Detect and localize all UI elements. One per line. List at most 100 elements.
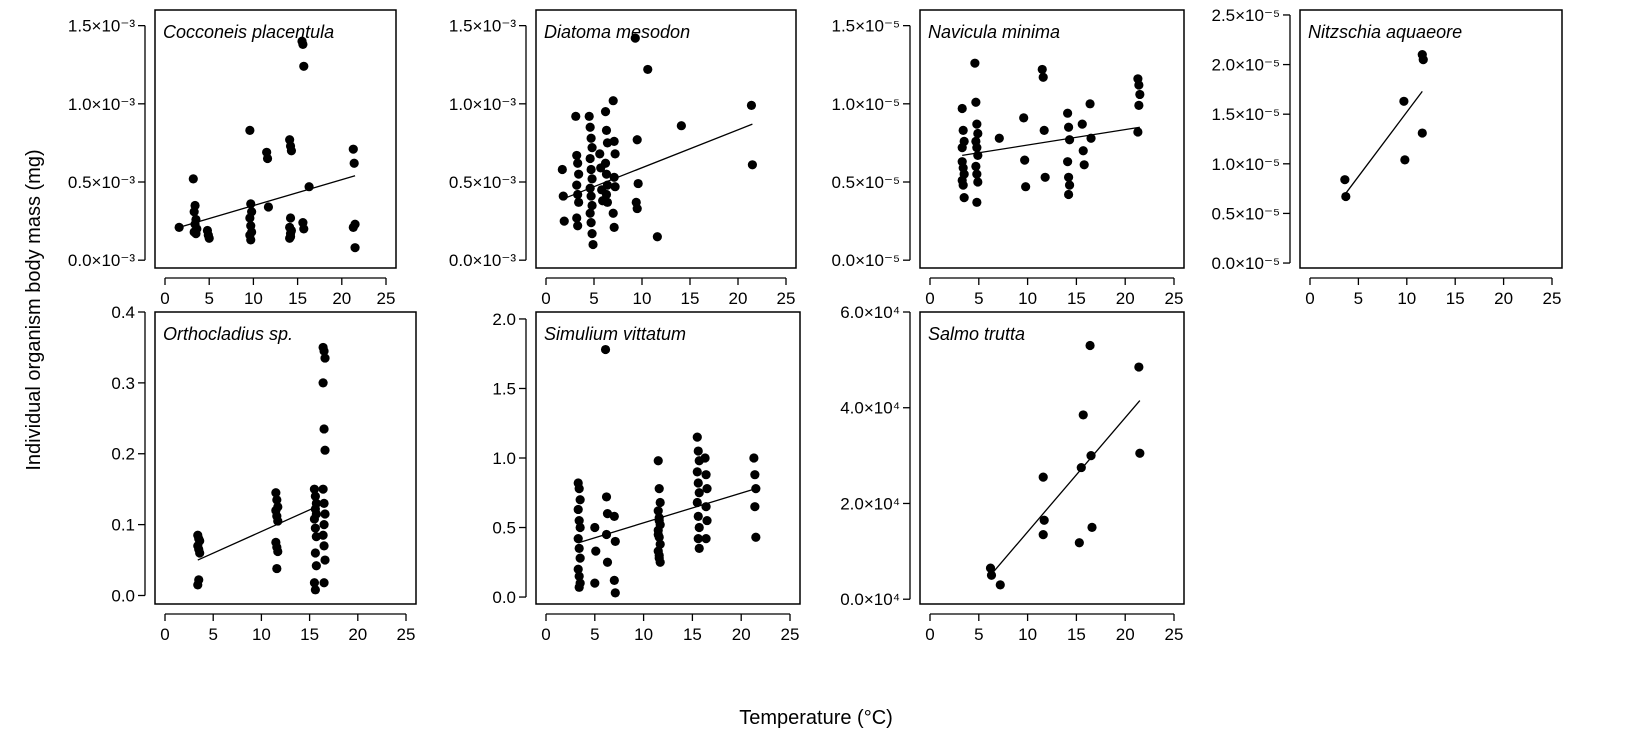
data-point	[595, 149, 605, 159]
data-point	[320, 445, 330, 455]
x-axis: 0 5 10 15 20 25	[541, 613, 799, 644]
data-point	[971, 97, 981, 107]
data-point	[1020, 155, 1030, 165]
data-point	[1063, 122, 1074, 132]
x-axis: 0 5 10 15 20 25	[541, 277, 795, 308]
data-point	[587, 229, 597, 239]
x-tick-label: 25	[1543, 289, 1562, 308]
y-axis: 0.0 0.5 1.0 1.5 2.0	[492, 310, 527, 607]
data-point	[1077, 119, 1087, 129]
data-point	[585, 208, 595, 218]
x-tick-label: 5	[590, 625, 599, 644]
y-axis: 0.0×10⁻³ 0.5×10⁻³ 1.0×10⁻³ 1.5×10⁻³	[449, 17, 527, 270]
data-point	[310, 548, 320, 558]
data-point	[557, 164, 567, 175]
data-point	[320, 353, 330, 363]
data-point	[286, 146, 297, 156]
x-tick-label: 25	[1165, 625, 1184, 644]
y-axis-title: Individual organism body mass (mg)	[23, 149, 45, 470]
data-point	[600, 107, 611, 117]
data-point	[986, 570, 997, 580]
data-point	[1038, 472, 1048, 482]
data-point	[693, 478, 703, 488]
y-tick-label: 2.0×10⁻⁵	[1212, 56, 1281, 75]
panel-title: Orthocladius sp.	[163, 324, 293, 344]
data-point	[747, 160, 758, 170]
x-tick-label: 25	[377, 289, 396, 308]
data-point	[1063, 157, 1073, 167]
y-tick-label: 1.5×10⁻³	[68, 17, 135, 36]
x-tick-label: 0	[925, 625, 934, 644]
data-point	[601, 189, 612, 200]
data-point	[310, 523, 320, 533]
y-tick-label: 0.0×10⁴	[840, 590, 900, 609]
x-tick-label: 5	[1354, 289, 1363, 308]
data-point	[585, 153, 595, 164]
data-point	[995, 580, 1005, 590]
data-point	[633, 178, 643, 189]
x-tick-label: 15	[1067, 625, 1086, 644]
data-point	[1079, 160, 1089, 170]
data-point	[1064, 135, 1075, 145]
x-tick-label: 20	[348, 625, 367, 644]
data-point	[609, 575, 619, 585]
data-point	[609, 136, 619, 146]
data-point	[654, 483, 664, 494]
y-tick-label: 0.0×10⁻³	[68, 251, 135, 270]
x-tick-label: 20	[732, 625, 751, 644]
data-point	[1133, 127, 1143, 137]
data-point	[972, 169, 982, 179]
data-point	[319, 424, 329, 434]
x-tick-label: 20	[729, 289, 748, 308]
data-point	[600, 158, 611, 168]
data-point	[319, 541, 329, 551]
regression-line	[562, 123, 753, 200]
data-point	[319, 346, 329, 356]
data-point	[590, 578, 600, 588]
data-point	[654, 550, 664, 560]
x-tick-label: 0	[541, 625, 550, 644]
data-point	[749, 453, 759, 463]
data-point	[588, 239, 598, 250]
data-point	[653, 456, 663, 466]
x-tick-label: 15	[300, 625, 319, 644]
plot-frame	[154, 9, 397, 269]
x-tick-label: 15	[288, 289, 307, 308]
data-point	[985, 563, 996, 573]
data-point	[1037, 64, 1047, 75]
data-point	[574, 515, 584, 526]
data-point	[601, 169, 612, 179]
data-point	[1040, 172, 1050, 182]
data-point	[1063, 172, 1074, 182]
plot-frame	[1299, 9, 1563, 269]
data-point	[608, 96, 618, 106]
data-point	[1039, 125, 1049, 135]
data-point	[609, 222, 619, 232]
regression-line	[962, 126, 1140, 157]
y-tick-label: 0.0×10⁻⁵	[1212, 254, 1281, 273]
x-tick-label: 10	[244, 289, 263, 308]
data-point	[574, 197, 584, 207]
data-point	[653, 506, 663, 516]
data-point	[348, 144, 358, 154]
data-point	[574, 169, 584, 179]
data-point	[348, 222, 358, 232]
data-point	[692, 432, 702, 442]
data-point	[245, 125, 255, 135]
y-tick-label: 0.2	[111, 445, 135, 464]
data-point	[299, 61, 309, 71]
data-points	[1340, 50, 1428, 202]
x-tick-label: 10	[634, 625, 653, 644]
y-tick-label: 0.1	[111, 516, 135, 535]
x-axis: 0 5 10 15 20 25	[925, 277, 1183, 308]
data-point	[189, 207, 199, 217]
data-point	[559, 216, 569, 226]
data-point	[1078, 146, 1088, 156]
data-point	[693, 534, 703, 544]
data-point	[310, 585, 320, 595]
panel-4: 0 5 10 15 20 25 0.0×10⁻⁵ 0.5×10⁻⁵ 1.0×10⁻⁵ 1.5×10…	[1212, 6, 1563, 308]
x-axis: 0 5 10 15 20 25	[160, 277, 396, 308]
data-point	[692, 467, 702, 477]
x-axis-title: Temperature (°C)	[739, 707, 893, 729]
